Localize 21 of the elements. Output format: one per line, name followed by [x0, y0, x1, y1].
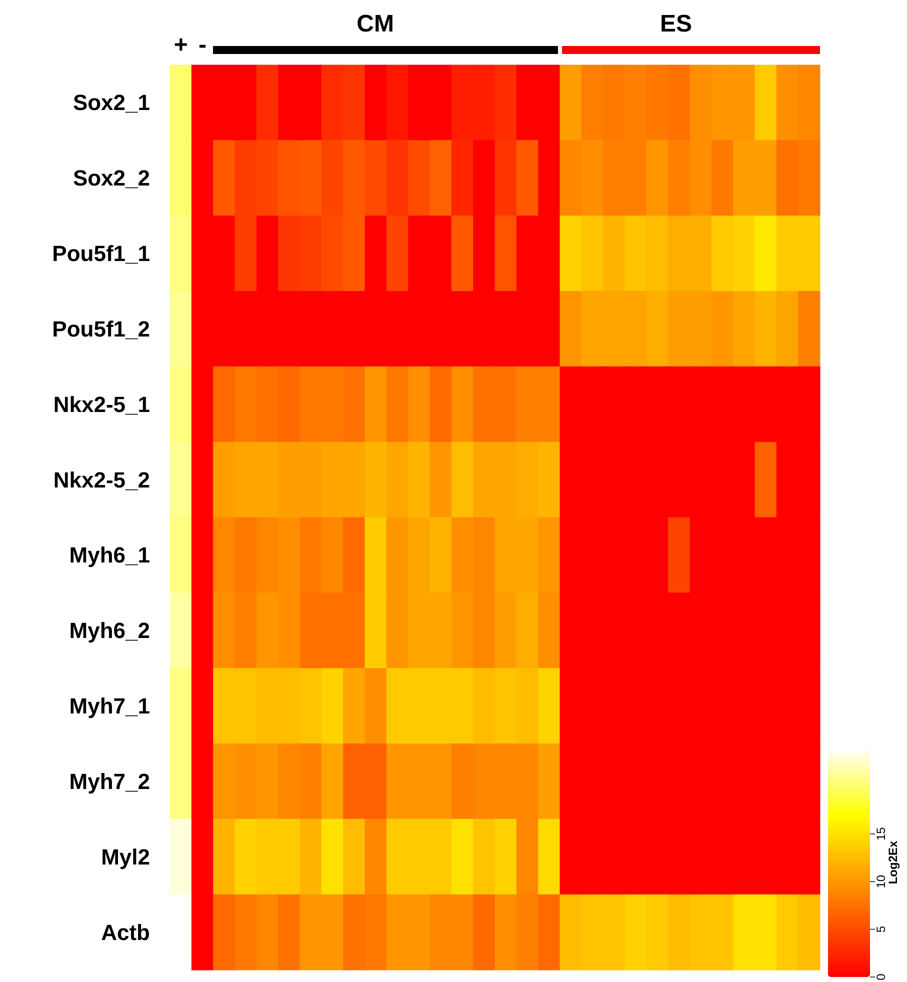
text: ES [660, 10, 692, 38]
color-bar-label: 10 [874, 874, 888, 888]
y-tick-label: Nkx2-5_2 [53, 467, 150, 492]
color-bar-label: 15 [874, 826, 888, 841]
y-tick-label: Sox2_2 [72, 166, 150, 191]
color-bar-label: 0 [874, 973, 888, 980]
x-tick-label: - [198, 32, 206, 58]
y-tick-label: Sox2_1 [72, 90, 150, 116]
text: CM [356, 10, 394, 38]
y-tick-label: Pou5f1_1 [52, 241, 150, 266]
color-bar-title: Log2Ex [886, 840, 900, 884]
x-tick-label: + [174, 32, 188, 58]
y-tick-label: Pou5f1_2 [52, 316, 150, 342]
y-tick-label: Nkx2-5_1 [53, 392, 150, 417]
y-tick-label: Myh7_2 [69, 768, 150, 794]
y-tick-label: Myl2 [101, 844, 150, 870]
y-tick-label: Myh6_2 [69, 618, 150, 644]
y-tick-label: Myh6_1 [69, 542, 150, 568]
color-bar-label: 5 [874, 926, 888, 933]
y-tick-label: Actb [101, 920, 150, 945]
y-tick-label: Myh7_1 [69, 694, 150, 719]
